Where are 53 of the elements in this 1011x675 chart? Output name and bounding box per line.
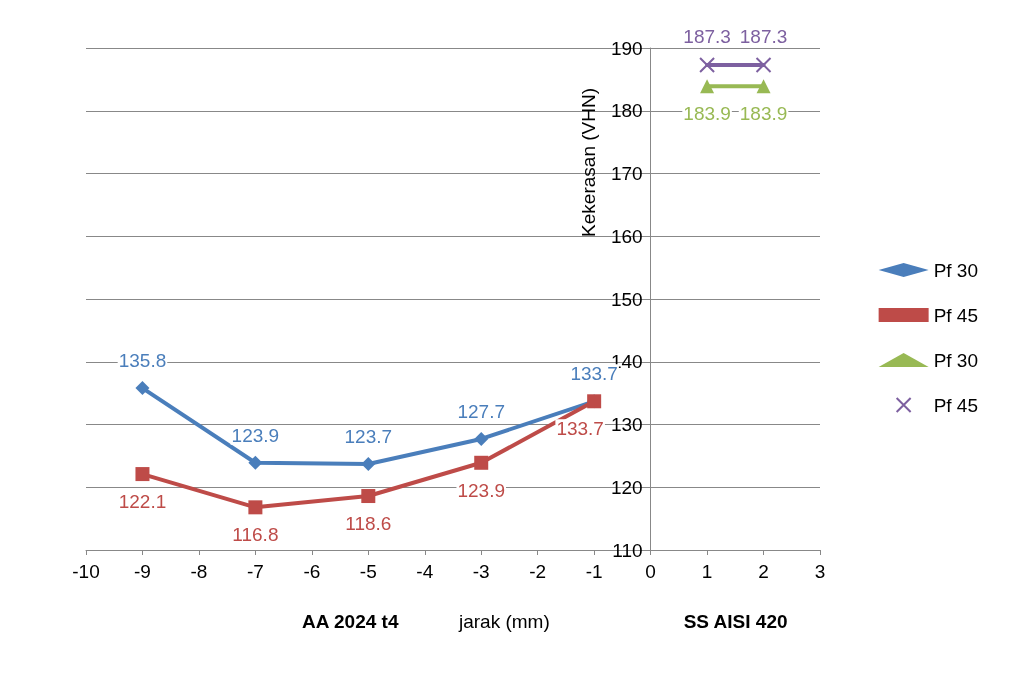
x-tick-label: 3 <box>814 561 826 582</box>
data-label: 127.7 <box>457 400 505 422</box>
point <box>474 455 489 470</box>
legend-label: Pf 30 <box>933 259 979 281</box>
x-tick-label: -5 <box>359 561 377 582</box>
y-tick-label: 170 <box>610 163 643 184</box>
point <box>474 431 489 446</box>
x-tick-label: 1 <box>701 561 713 582</box>
point <box>135 381 150 396</box>
x-tick-label: -4 <box>416 561 434 582</box>
x-tick-label: -10 <box>72 561 100 582</box>
data-label: 116.8 <box>232 524 279 546</box>
point <box>248 500 263 515</box>
y-tick-label: 180 <box>610 100 643 122</box>
x-tick-label: 0 <box>645 561 656 582</box>
y-tick-label: 150 <box>610 288 643 310</box>
data-label: 123.7 <box>344 426 393 448</box>
x-axis-title: jarak (mm) <box>457 611 550 632</box>
x-tick-label: -9 <box>134 561 151 582</box>
y-tick-label: 190 <box>610 37 643 59</box>
point <box>361 489 376 504</box>
data-label: 123.9 <box>231 424 280 446</box>
x-tick-label: -6 <box>303 561 321 582</box>
y-tick-label: 120 <box>610 476 643 498</box>
x-tick-label: -7 <box>246 561 264 582</box>
data-label: 135.8 <box>118 350 167 372</box>
data-label: 133.7 <box>556 418 604 440</box>
x-tick-label: 2 <box>758 561 769 582</box>
data-label: 187.3 <box>683 25 731 47</box>
text: SS AISI 420 <box>683 611 788 632</box>
data-label: 122.1 <box>118 491 167 513</box>
y-axis-title: Kekerasan (VHN) <box>578 88 600 237</box>
legend-label: Pf 45 <box>933 394 979 416</box>
text: AA 2024 t4 <box>302 611 399 632</box>
point <box>755 56 772 73</box>
y-tick-label: 130 <box>610 414 643 435</box>
legend-label: Pf 45 <box>933 304 979 326</box>
x-tick-label: -8 <box>190 561 208 582</box>
point <box>699 56 716 73</box>
data-label: 187.3 <box>739 25 788 47</box>
x-tick-label: -1 <box>585 561 603 582</box>
point <box>135 467 150 482</box>
data-label: 183.9 <box>683 103 731 125</box>
data-label: 123.9 <box>457 479 505 501</box>
y-tick-label: 160 <box>610 225 643 247</box>
y-tick-label: 110 <box>612 539 643 561</box>
legend-label: Pf 30 <box>933 349 979 371</box>
x-tick-label: -3 <box>472 561 490 582</box>
x-tick-label: -2 <box>529 561 547 582</box>
data-label: 183.9 <box>739 103 788 125</box>
data-label: 118.6 <box>345 513 392 535</box>
point <box>361 457 376 472</box>
point <box>248 455 263 470</box>
